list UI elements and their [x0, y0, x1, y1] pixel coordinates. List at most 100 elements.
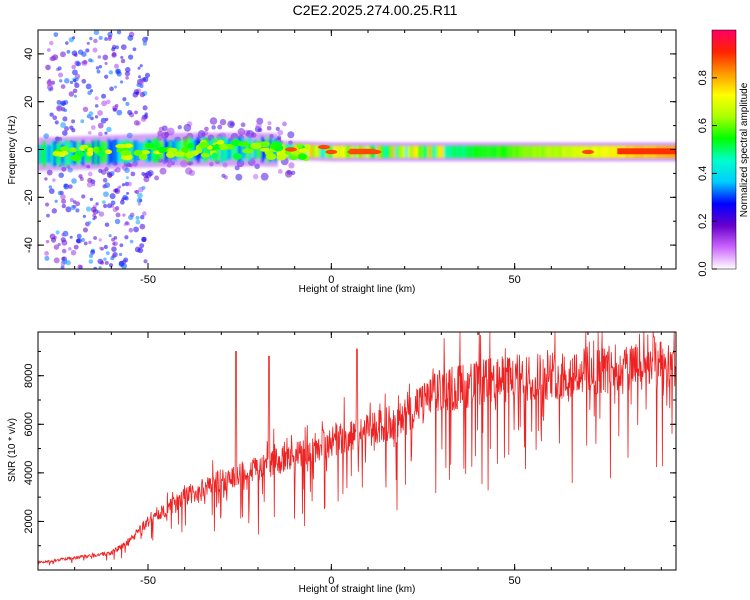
spectrogram-core-cell: [541, 145, 544, 158]
spectrogram-core-cell: [189, 138, 193, 161]
spectrogram-core-cell: [40, 145, 44, 164]
spectrogram-noise-cell: [277, 169, 283, 174]
spectrogram-noise-cell: [87, 177, 93, 183]
spectrogram-core-cell: [91, 140, 95, 165]
spectrogram-noise-cell: [104, 260, 109, 265]
spectrogram-noise-cell: [81, 51, 87, 57]
colorbar-tick-label: 0.6: [697, 118, 709, 133]
spectrogram-blob: [218, 143, 228, 151]
spectrogram-noise-cell: [111, 246, 117, 252]
spectrogram-noise-cell: [134, 190, 138, 194]
spectrogram-core-cell: [312, 145, 316, 158]
spectrogram-noise-cell: [88, 240, 92, 245]
spectrogram-noise-cell: [108, 263, 114, 268]
spectrogram-ytick-label: 20: [23, 96, 35, 108]
spectrogram-noise-cell: [154, 175, 160, 181]
spectrogram-blob: [233, 153, 243, 160]
spectrogram-noise-cell: [101, 93, 107, 99]
spectrogram-noise-cell: [93, 236, 98, 240]
spectrogram-blob: [133, 149, 143, 156]
spectrogram-noise-cell: [44, 202, 50, 207]
spectrogram-blob: [69, 147, 77, 153]
spectrogram-core-cell: [458, 145, 462, 158]
spectrogram-core-cell: [238, 137, 241, 162]
spectrogram-core-cell: [520, 145, 524, 158]
spectrogram-noise-cell: [89, 197, 94, 202]
spectrogram-noise-cell: [119, 80, 124, 84]
spectrogram-noise-cell: [63, 183, 70, 190]
spectrogram-noise-cell: [69, 125, 74, 130]
snr-ytick-label: 6000: [23, 412, 35, 436]
spectrogram-noise-cell: [92, 47, 98, 53]
spectrogram-blob: [297, 153, 307, 160]
spectrogram-core-cell: [71, 141, 74, 165]
spectrogram-noise-cell: [69, 198, 74, 203]
spectrogram-core-cell: [605, 145, 608, 158]
spectrogram-core-cell: [461, 145, 465, 158]
spectrogram-blob: [259, 147, 270, 152]
spectrogram-noise-cell: [61, 258, 68, 265]
spectrogram-core-cell: [115, 138, 118, 165]
spectrogram-noise-cell: [98, 266, 102, 269]
spectrogram-noise-cell: [87, 171, 93, 177]
spectrogram-noise-cell: [111, 47, 116, 52]
spectrogram-noise-cell: [138, 79, 145, 85]
spectrogram-core-cell: [430, 145, 434, 158]
spectrogram-noise-cell: [86, 41, 90, 45]
spectrogram-noise-cell: [94, 104, 99, 108]
spectrogram-noise-cell: [86, 182, 93, 188]
spectrogram-blob: [185, 152, 194, 159]
spectrogram-noise-cell: [72, 88, 78, 94]
spectrogram-noise-cell: [60, 100, 67, 107]
spectrogram-core-cell: [564, 145, 567, 158]
spectrogram-core-cell: [607, 145, 611, 158]
spectrogram-noise-cell: [54, 120, 59, 125]
spectrogram-noise-cell: [116, 30, 122, 35]
spectrogram-core-cell: [456, 145, 459, 158]
spectrogram-blob: [237, 141, 250, 147]
spectrogram-noise-cell: [75, 208, 80, 213]
spectrogram-noise-cell: [80, 119, 85, 124]
spectrogram-noise-cell: [98, 211, 105, 217]
spectrogram-blob: [70, 154, 82, 162]
spectrogram-core-cell: [130, 141, 133, 162]
colorbar-tick-label: 0.2: [697, 214, 709, 229]
spectrogram-noise-cell: [46, 213, 50, 218]
spectrogram-noise-cell: [120, 55, 124, 59]
spectrogram-core-cell: [476, 145, 480, 158]
spectrogram-noise-cell: [78, 174, 83, 179]
spectrogram-core-cell: [405, 145, 408, 158]
spectrogram-noise-cell: [219, 118, 227, 126]
spectrogram-blob: [115, 143, 128, 149]
spectrogram-noise-cell: [63, 108, 68, 113]
spectrogram-blob: [211, 152, 218, 159]
spectrogram-noise-cell: [234, 165, 240, 171]
spectrogram-noise-cell: [85, 206, 92, 212]
spectrogram-noise-cell: [124, 71, 131, 77]
spectrogram-noise-cell: [44, 251, 49, 256]
spectrogram-noise-cell: [115, 212, 121, 218]
spectrogram-xlabel: Height of straight line (km): [299, 284, 416, 295]
spectrogram-noise-cell: [45, 64, 51, 71]
spectrogram-core-cell: [153, 138, 157, 163]
spectrogram-noise-cell: [50, 55, 56, 62]
spectrogram-noise-cell: [100, 169, 107, 175]
spectrogram-core-cell: [315, 145, 318, 158]
spectrogram-core-cell: [443, 145, 447, 158]
spectrogram-noise-cell: [114, 103, 119, 108]
spectrogram-core-cell: [343, 145, 347, 158]
spectrogram-noise-cell: [127, 181, 132, 187]
spectrogram-noise-cell: [82, 227, 89, 233]
spectrogram-xtick-label: 50: [509, 274, 521, 286]
spectrogram-noise-cell: [98, 35, 103, 41]
spectrogram-core-cell: [530, 145, 534, 158]
spectrogram-noise-cell: [44, 177, 48, 181]
colorbar-frame: [711, 29, 737, 270]
spectrogram-noise-cell: [111, 237, 115, 242]
spectrogram-noise-cell: [83, 241, 88, 246]
spectrogram-core-cell: [310, 145, 313, 158]
spectrogram-noise-cell: [71, 69, 78, 76]
spectrogram-core-cell: [446, 145, 449, 158]
spectrogram-noise-cell: [123, 257, 129, 263]
spectrogram-noise-cell: [114, 218, 121, 225]
